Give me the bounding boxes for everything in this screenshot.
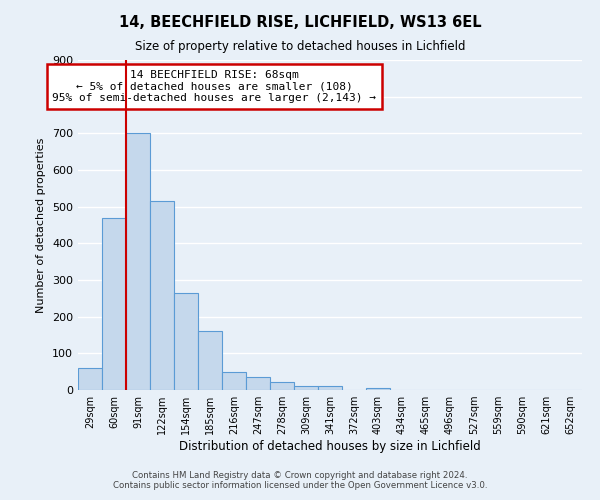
Bar <box>318 386 342 390</box>
Bar <box>366 388 390 390</box>
X-axis label: Distribution of detached houses by size in Lichfield: Distribution of detached houses by size … <box>179 440 481 453</box>
Bar <box>222 372 246 390</box>
Bar <box>126 134 150 390</box>
Bar <box>270 382 294 390</box>
Bar <box>294 386 318 390</box>
Text: Contains HM Land Registry data © Crown copyright and database right 2024.
Contai: Contains HM Land Registry data © Crown c… <box>113 470 487 490</box>
Bar <box>102 218 126 390</box>
Y-axis label: Number of detached properties: Number of detached properties <box>37 138 46 312</box>
Bar <box>78 368 102 390</box>
Text: 14, BEECHFIELD RISE, LICHFIELD, WS13 6EL: 14, BEECHFIELD RISE, LICHFIELD, WS13 6EL <box>119 15 481 30</box>
Bar <box>198 332 222 390</box>
Bar <box>150 201 174 390</box>
Bar <box>246 377 270 390</box>
Text: 14 BEECHFIELD RISE: 68sqm
← 5% of detached houses are smaller (108)
95% of semi-: 14 BEECHFIELD RISE: 68sqm ← 5% of detach… <box>52 70 376 103</box>
Text: Size of property relative to detached houses in Lichfield: Size of property relative to detached ho… <box>135 40 465 53</box>
Bar <box>174 293 198 390</box>
